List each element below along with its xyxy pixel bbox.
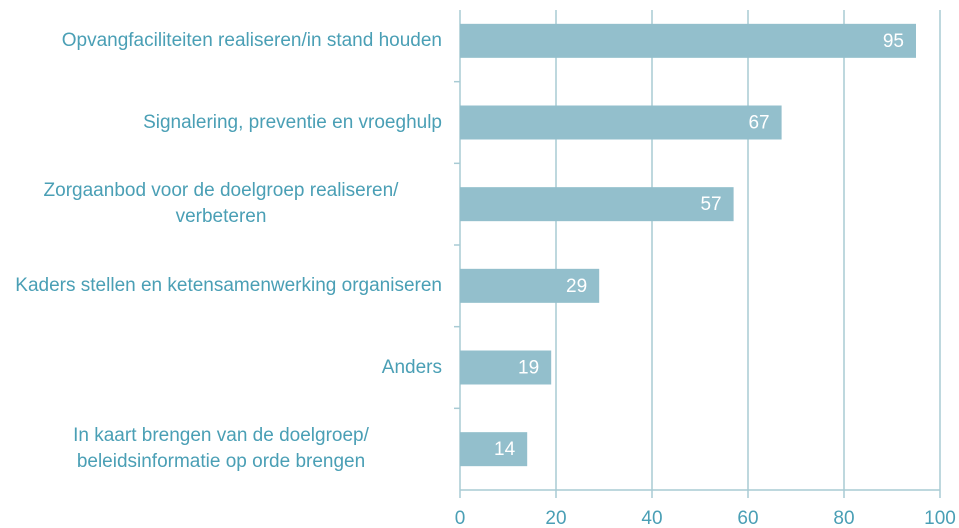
category-text: Opvangfaciliteiten realiseren/in stand h… (61, 29, 442, 51)
y-tick-label: Opvangfaciliteiten realiseren/in stand h… (0, 28, 442, 54)
x-tick-label: 20 (545, 508, 566, 528)
value-label: 67 (748, 113, 769, 134)
y-tick-label: Kaders stellen en ketensamenwerking orga… (0, 273, 442, 299)
y-tick-label: Signalering, preventie en vroeghulp (0, 110, 442, 136)
bar (460, 23, 916, 58)
value-label: 29 (566, 276, 587, 297)
category-text: In kaart brengen van de doelgroep/ belei… (73, 425, 369, 473)
bar (460, 432, 528, 467)
value-label: 14 (494, 439, 516, 460)
value-label: 57 (700, 194, 721, 215)
x-tick-label: 60 (737, 508, 758, 528)
y-tick-label: In kaart brengen van de doelgroep/ belei… (0, 423, 442, 475)
y-tick-label: Anders (0, 355, 442, 381)
bar (460, 268, 600, 303)
x-tick-label: 100 (924, 508, 956, 528)
bar (460, 350, 552, 385)
category-text: Anders (381, 356, 442, 378)
x-tick-label: 40 (641, 508, 662, 528)
y-tick-label: Zorgaanbod voor de doelgroep realiseren/… (0, 178, 442, 230)
bar (460, 105, 782, 140)
category-text: Zorgaanbod voor de doelgroep realiseren/… (43, 180, 399, 228)
bar (460, 187, 734, 222)
value-label: 95 (883, 31, 904, 52)
category-text: Kaders stellen en ketensamenwerking orga… (15, 274, 442, 296)
category-text: Signalering, preventie en vroeghulp (143, 111, 442, 133)
x-tick-label: 0 (455, 508, 466, 528)
value-label: 19 (518, 358, 539, 379)
x-tick-label: 80 (833, 508, 854, 528)
